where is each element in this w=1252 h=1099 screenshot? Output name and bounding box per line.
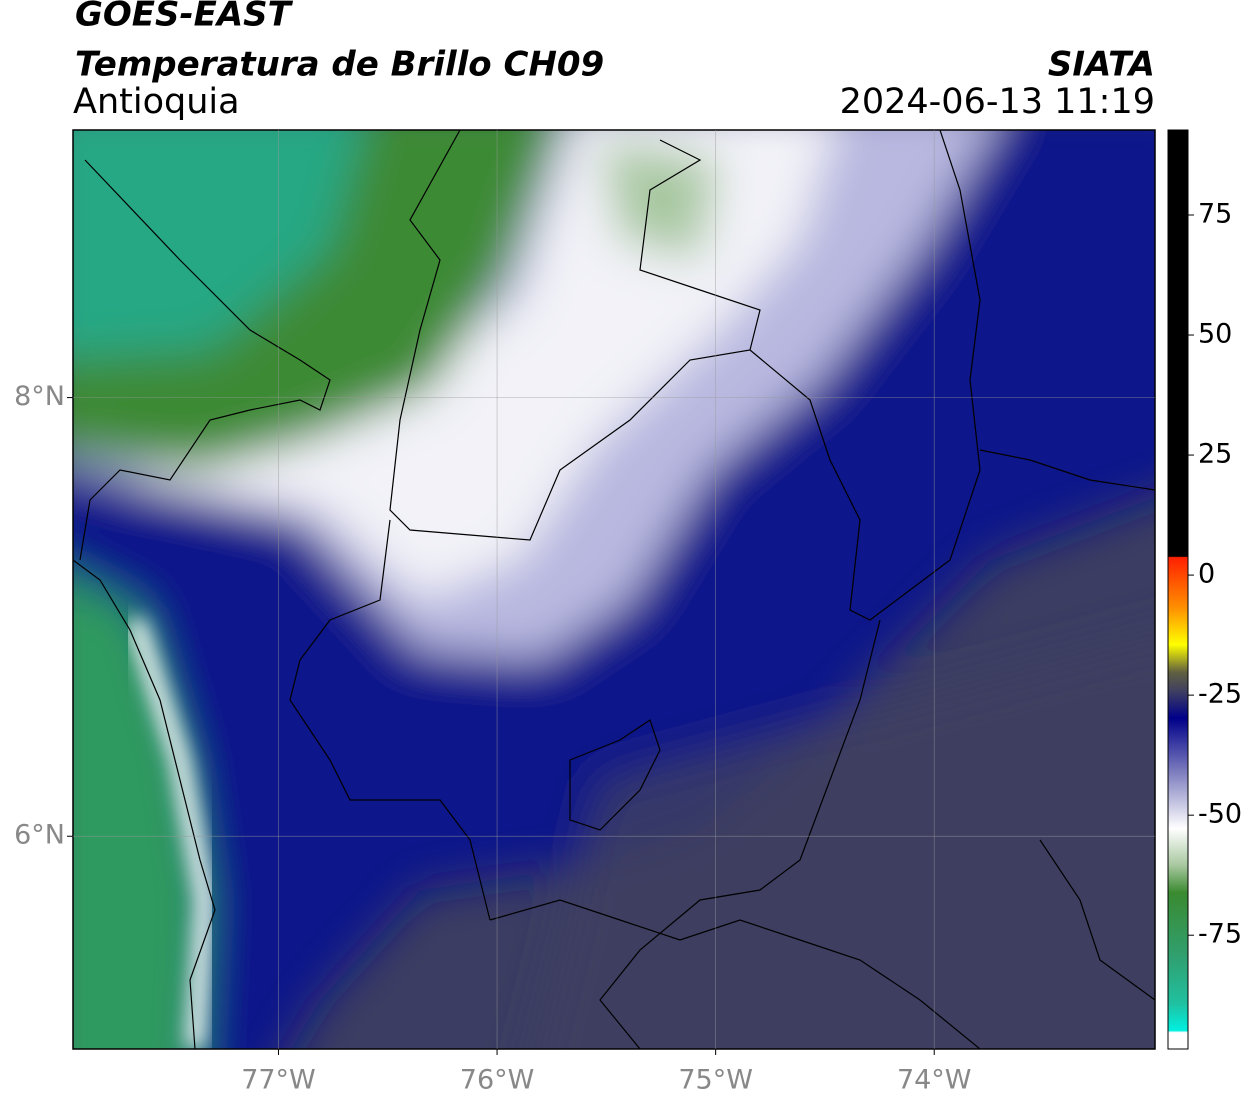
x-tick-label: 74°W <box>897 1065 972 1096</box>
colorbar <box>1167 129 1189 1050</box>
colorbar-tick-label: -50 <box>1198 799 1242 830</box>
source: SIATA <box>1048 45 1155 85</box>
y-tick-label: 6°N <box>14 820 65 851</box>
colorbar-tick-label: 75 <box>1198 198 1232 229</box>
colorbar-tick-label: 25 <box>1198 439 1232 470</box>
x-tick-label: 77°W <box>241 1065 316 1096</box>
subtitle: Temperatura de Brillo CH09 <box>75 45 604 85</box>
y-tick-label: 8°N <box>14 381 65 412</box>
satellite-image <box>73 130 1155 1049</box>
colorbar-tick-label: 50 <box>1198 319 1232 350</box>
x-tick-label: 76°W <box>460 1065 535 1096</box>
x-tick-label: 75°W <box>678 1065 753 1096</box>
colorbar-tick-label: 0 <box>1198 559 1215 590</box>
colorbar-tick-label: -25 <box>1198 679 1242 710</box>
title: GOES-EAST <box>75 0 294 35</box>
colorbar-tick-label: -75 <box>1198 919 1242 950</box>
map-frame <box>72 129 1156 1050</box>
borders <box>73 130 1155 1049</box>
region: Antioquia <box>73 82 240 122</box>
timestamp: 2024-06-13 11:19 <box>840 82 1155 122</box>
